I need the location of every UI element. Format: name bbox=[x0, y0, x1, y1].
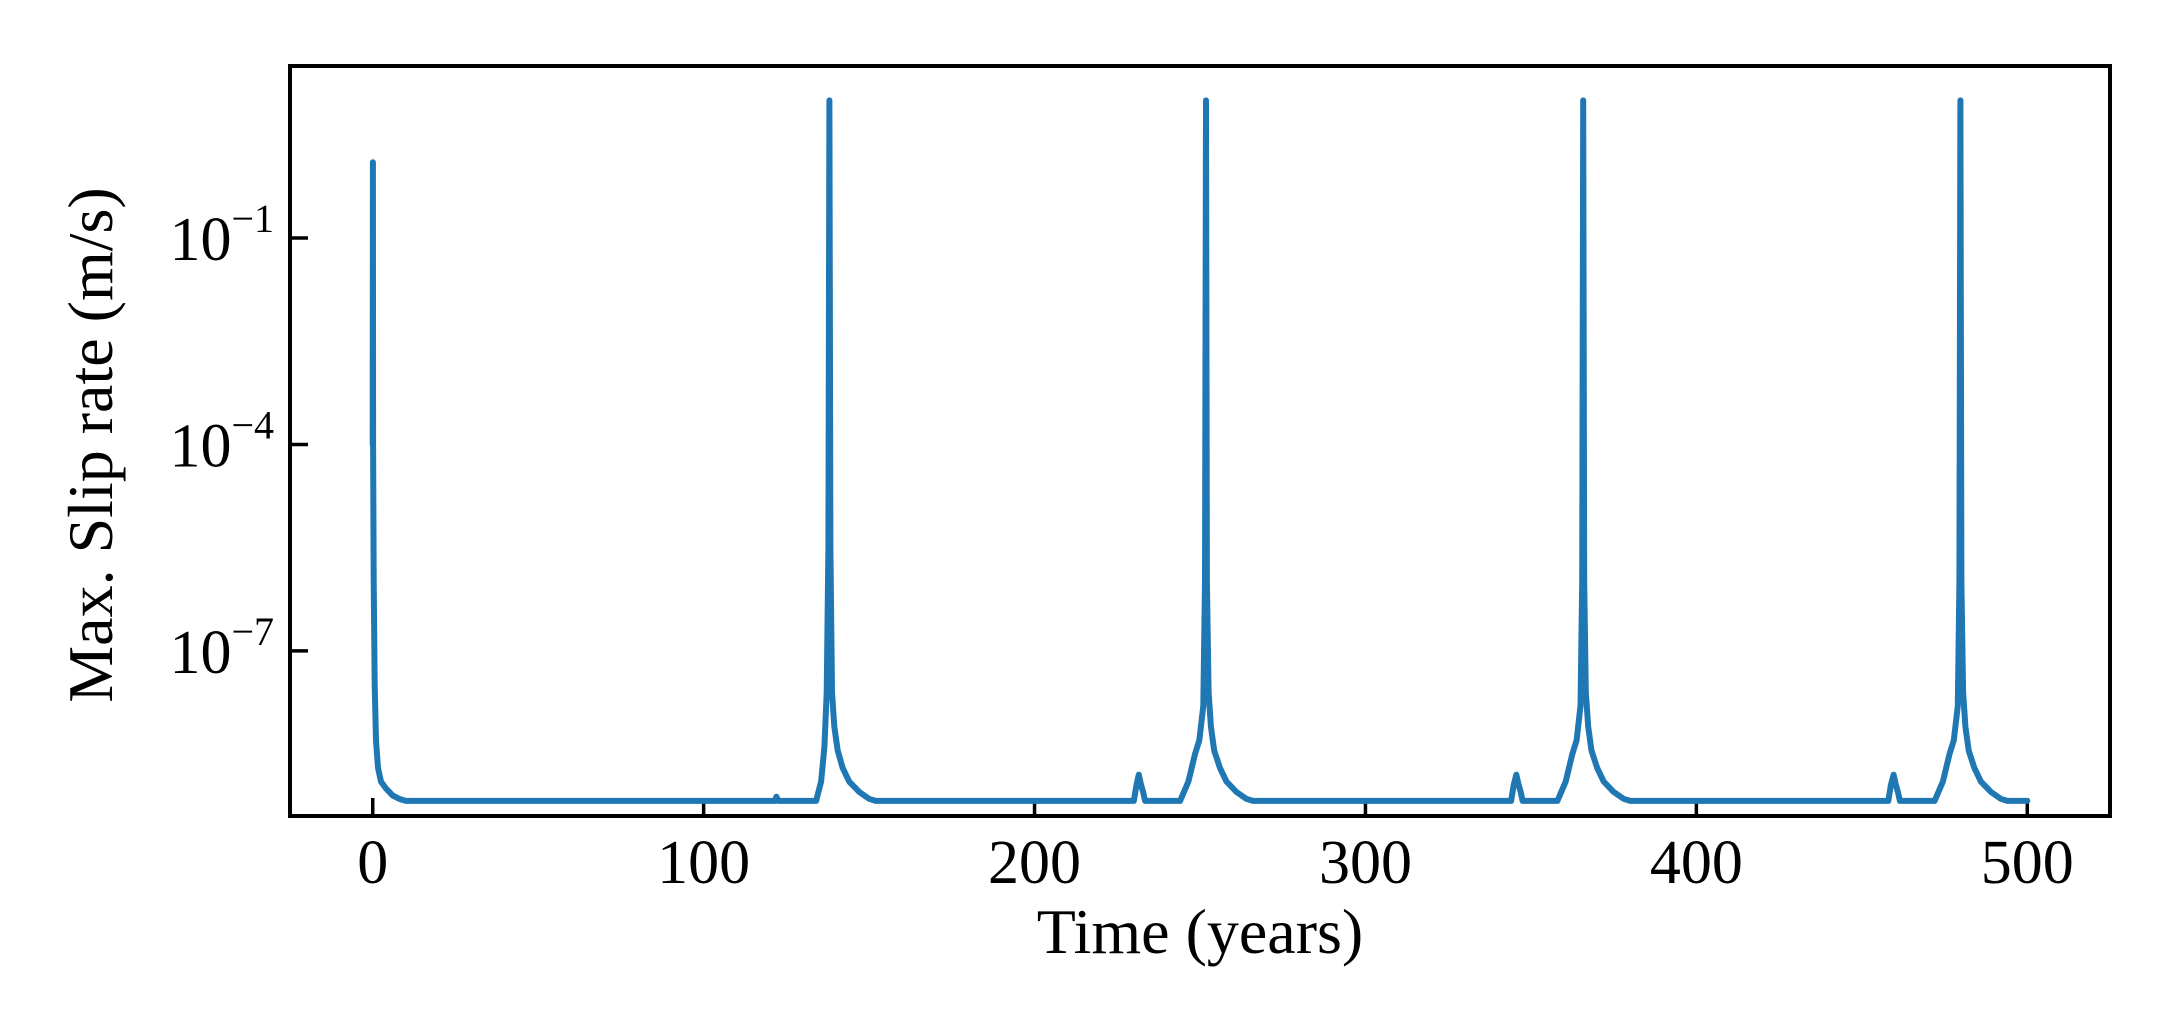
x-tick-label: 500 bbox=[1981, 829, 2074, 897]
x-axis-label: Time (years) bbox=[1037, 896, 1363, 967]
x-tick-label: 200 bbox=[988, 829, 1081, 897]
y-tick-label: 10−7 bbox=[169, 609, 274, 687]
x-tick-label: 100 bbox=[657, 829, 750, 897]
y-tick-label: 10−4 bbox=[169, 402, 274, 480]
x-tick-label: 0 bbox=[357, 829, 388, 897]
x-tick-label: 300 bbox=[1319, 829, 1412, 897]
y-tick-exponent: −4 bbox=[231, 402, 274, 447]
plot-frame bbox=[288, 64, 2112, 818]
y-tick-label: 10−1 bbox=[169, 196, 274, 274]
y-axis-label: Max. Slip rate (m/s) bbox=[55, 187, 126, 702]
slip-rate-series-line bbox=[369, 97, 2031, 804]
y-tick-base: 10 bbox=[169, 619, 231, 687]
y-tick-base: 10 bbox=[169, 412, 231, 480]
y-tick-exponent: −1 bbox=[231, 196, 274, 241]
y-tick-base: 10 bbox=[169, 206, 231, 274]
x-tick-label: 400 bbox=[1650, 829, 1743, 897]
series-layer bbox=[369, 97, 2031, 804]
y-tick-exponent: −7 bbox=[231, 609, 274, 654]
